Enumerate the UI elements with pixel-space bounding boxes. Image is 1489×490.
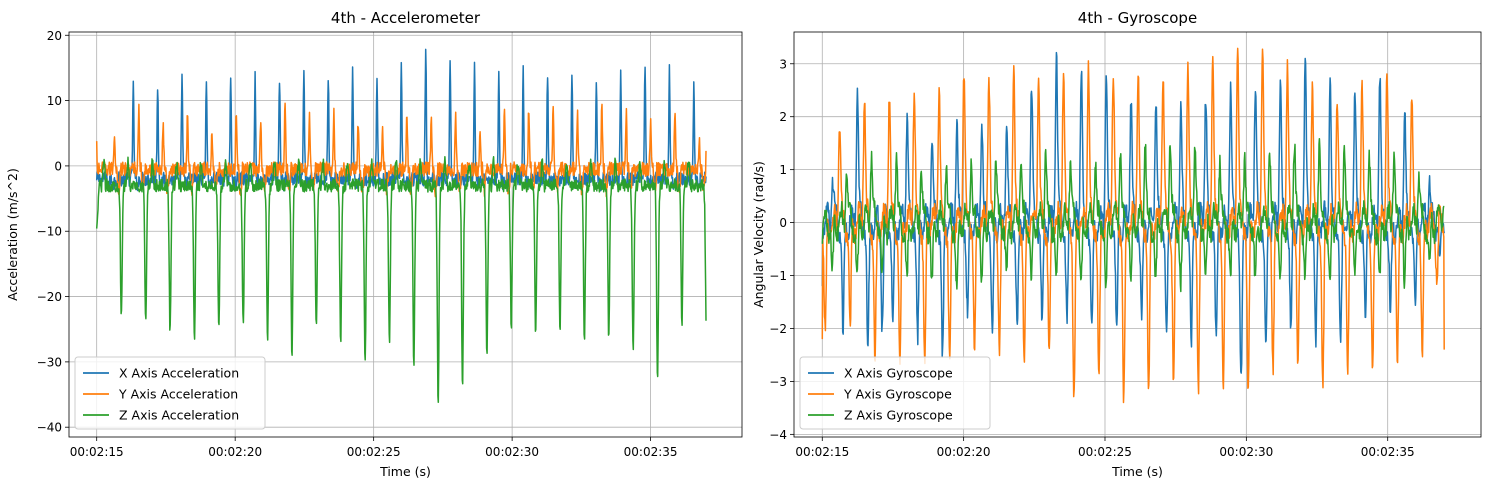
accelerometer-legend-box <box>74 356 266 430</box>
accelerometer-legend-label-y: Y Axis Acceleration <box>118 387 238 402</box>
gyroscope-y-tick-label: 2 <box>779 110 787 124</box>
gyroscope-chart: 00:02:15 00:02:20 00:02:25 00:02:30 00:02:35… <box>751 9 1482 479</box>
gyroscope-legend-label-z: Z Axis Gyroscope <box>844 408 953 423</box>
accelerometer-x-ticks: 00:02:15 00:02:20 00:02:25 00:02:30 00:02:35 <box>70 437 678 459</box>
gyroscope-x-tick-label: 00:02:30 <box>1219 445 1273 459</box>
accelerometer-title: 4th - Accelerometer <box>331 9 481 27</box>
accelerometer-series-line-z <box>95 156 707 404</box>
accelerometer-y-tick-label: 0 <box>54 159 62 173</box>
accelerometer-x-tick-label: 00:02:25 <box>347 445 401 459</box>
gyroscope-series-line-x <box>821 51 1445 374</box>
accelerometer-chart: 00:02:15 00:02:20 00:02:25 00:02:30 00:02:35… <box>5 9 743 479</box>
gyroscope-series-line-z <box>821 137 1445 293</box>
gyroscope-y-tick-label: −3 <box>769 375 787 389</box>
gyroscope-x-tick-label: 00:02:25 <box>1078 445 1132 459</box>
gyroscope-title: 4th - Gyroscope <box>1078 9 1197 27</box>
gyroscope-legend-box <box>799 356 991 430</box>
gyroscope-x-tick-label: 00:02:20 <box>937 445 991 459</box>
accelerometer-y-tick-label: −40 <box>37 421 62 435</box>
accelerometer-y-tick-label: −10 <box>37 225 62 239</box>
gyroscope-x-axis-label: Time (s) <box>1111 464 1163 479</box>
accelerometer-legend-label-x: X Axis Acceleration <box>119 366 239 381</box>
accelerometer-plot-frame <box>68 31 743 438</box>
gyroscope-y-tick-label: 0 <box>779 216 787 230</box>
gyroscope-y-tick-label: −2 <box>769 322 787 336</box>
accelerometer-y-tick-label: −20 <box>37 290 62 304</box>
accelerometer-series-lines <box>95 48 707 404</box>
accelerometer-x-tick-label: 00:02:20 <box>208 445 262 459</box>
accelerometer-y-ticks: −40 −30 −20 −10 0 10 20 <box>37 29 69 435</box>
gyroscope-y-tick-label: 1 <box>779 163 787 177</box>
accelerometer-x-tick-label: 00:02:30 <box>485 445 539 459</box>
accelerometer-x-tick-label: 00:02:15 <box>70 445 124 459</box>
accelerometer-y-tick-label: −30 <box>37 355 62 369</box>
gyroscope-x-tick-label: 00:02:35 <box>1361 445 1415 459</box>
accelerometer-legend-label-z: Z Axis Acceleration <box>119 408 239 423</box>
gyroscope-plot-frame <box>793 31 1482 438</box>
gyroscope-y-tick-label: 3 <box>779 57 787 71</box>
accelerometer-y-tick-label: 10 <box>47 94 62 108</box>
accelerometer-y-axis-label: Acceleration (m/s^2) <box>5 168 20 301</box>
gyroscope-series-line-y <box>821 47 1445 404</box>
gyroscope-series-lines <box>821 47 1445 404</box>
accelerometer-series-line-y <box>95 102 707 198</box>
gyroscope-x-tick-label: 00:02:15 <box>795 445 849 459</box>
accelerometer-x-tick-label: 00:02:35 <box>624 445 678 459</box>
gyroscope-y-tick-label: −1 <box>769 269 787 283</box>
accelerometer-legend: X Axis Acceleration Y Axis Acceleration … <box>74 356 266 430</box>
accelerometer-x-axis-label: Time (s) <box>379 464 431 479</box>
gyroscope-x-ticks: 00:02:15 00:02:20 00:02:25 00:02:30 00:02:35 <box>795 437 1415 459</box>
gyroscope-legend-label-x: X Axis Gyroscope <box>844 366 953 381</box>
gyroscope-legend-label-y: Y Axis Gyroscope <box>843 387 952 402</box>
accelerometer-y-tick-label: 20 <box>47 29 62 43</box>
gyroscope-y-ticks: −4 −3 −2 −1 0 1 2 3 <box>769 57 794 442</box>
gyroscope-legend: X Axis Gyroscope Y Axis Gyroscope Z Axis… <box>799 356 991 430</box>
gyroscope-y-axis-label: Angular Velocity (rad/s) <box>751 161 766 308</box>
gyroscope-y-tick-label: −4 <box>769 428 787 442</box>
